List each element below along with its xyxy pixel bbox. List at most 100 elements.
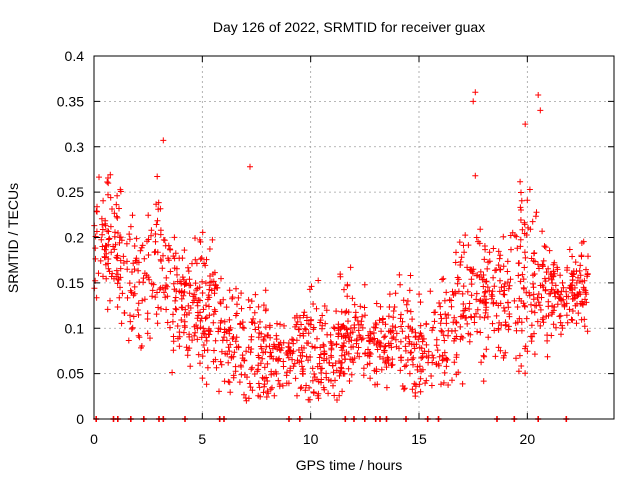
data-point [226,316,233,323]
data-point [181,281,188,288]
data-point [559,325,566,332]
data-point [234,301,240,308]
data-point [103,250,110,257]
data-point [522,254,529,261]
data-point [267,386,274,393]
data-point [108,249,115,256]
data-point [218,275,224,282]
data-point [554,301,561,308]
data-point [248,333,255,340]
data-point [102,222,109,229]
data-point [230,374,237,381]
x-tick-label: 10 [303,431,319,447]
data-point [113,213,120,220]
data-point [376,317,383,324]
data-point [328,346,335,353]
data-point [310,301,317,307]
data-point [105,265,112,272]
data-point [451,359,458,366]
data-point [501,287,508,294]
data-point [483,296,489,303]
data-point [484,313,491,320]
data-point [99,231,106,238]
data-point [439,276,446,283]
data-point [330,382,336,389]
data-point [370,330,377,336]
data-point [107,297,113,304]
data-point [178,289,185,296]
data-point [181,247,188,254]
data-point [200,325,207,332]
data-point [531,271,538,277]
data-point [300,371,306,377]
data-point [383,384,390,391]
data-point [383,364,390,371]
data-point [330,369,337,376]
data-point [528,308,535,315]
data-point [172,297,179,304]
data-point [215,328,222,335]
y-tick-label: 0.05 [57,366,84,382]
data-point [397,315,404,322]
data-point [537,306,544,313]
data-point [183,344,190,351]
data-point [385,313,392,320]
data-point [104,179,111,185]
data-point [548,286,555,293]
data-point [104,306,111,313]
data-point [243,348,250,355]
data-point [281,322,287,329]
data-point [464,288,471,295]
data-point [376,353,383,360]
data-point [359,313,366,320]
data-point [367,375,374,382]
data-point [100,273,106,280]
data-point [233,310,240,317]
data-point [459,290,466,297]
data-point [197,256,204,263]
data-point [192,280,199,287]
data-point [566,306,573,313]
data-point [105,236,112,243]
data-point [197,317,204,324]
data-point [443,289,450,296]
data-point [214,284,221,291]
data-point [484,265,491,272]
data-point [111,210,118,217]
data-point [437,303,444,310]
data-point [557,272,564,279]
data-point [335,324,342,331]
data-point [349,356,356,363]
data-point [381,334,387,341]
data-point [300,312,307,319]
data-point [366,337,373,344]
data-point [548,311,555,318]
data-point [105,180,112,187]
data-point [342,334,349,341]
data-point [102,246,109,253]
data-point [213,364,220,371]
data-point [206,303,212,310]
data-point [354,350,361,357]
data-point [323,370,330,377]
data-point [545,298,552,305]
data-point [178,295,185,302]
data-point [293,337,300,344]
data-point [98,236,105,243]
data-point [390,334,397,340]
data-point [518,363,525,369]
data-point [186,276,193,283]
data-point [531,330,537,337]
data-point [167,268,174,275]
data-point [407,349,414,356]
data-point [218,348,225,355]
data-point [116,205,122,212]
data-point [169,369,176,376]
data-point [345,318,351,325]
data-point [419,350,426,357]
data-point [477,268,484,275]
data-point [291,314,298,321]
data-point [515,272,522,279]
data-point [192,256,199,263]
data-point [357,303,364,310]
